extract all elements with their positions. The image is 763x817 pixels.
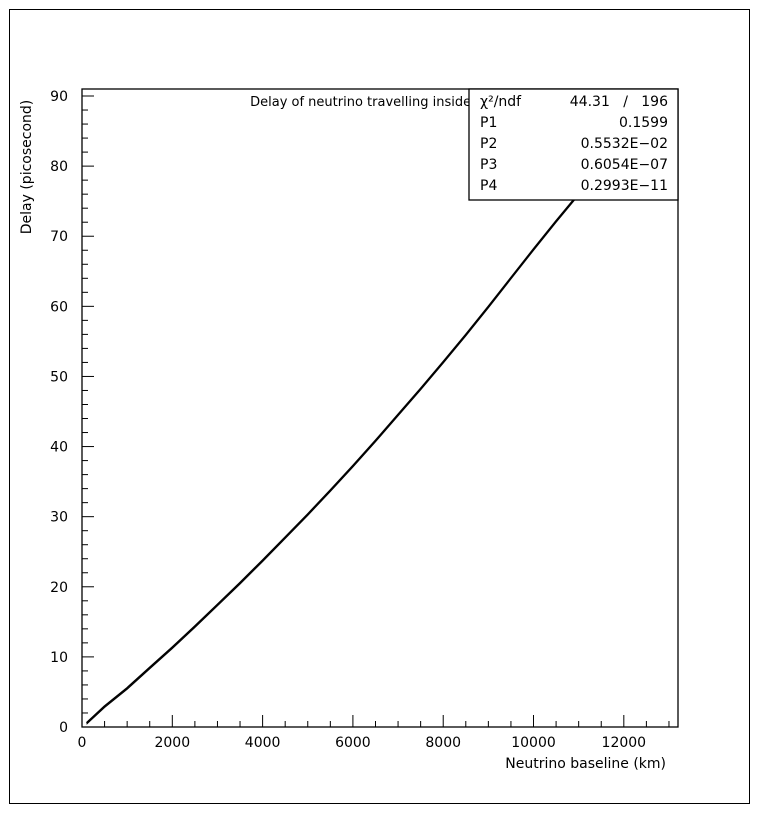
y-tick-label: 30	[50, 510, 68, 526]
x-tick-label: 0	[78, 735, 87, 751]
stats-label: P4	[480, 178, 497, 194]
stats-value: 0.5532E−02	[581, 136, 668, 152]
y-tick-label: 90	[50, 89, 68, 105]
stats-box-frame	[468, 88, 679, 201]
stats-label: P3	[480, 157, 497, 173]
canvas-frame	[9, 9, 750, 804]
x-tick-label: 12000	[602, 735, 647, 751]
chart-title: Delay of neutrino travelling inside eart…	[250, 95, 510, 110]
x-tick-label: 8000	[425, 735, 461, 751]
y-axis: 0 10 20 30 40 50 60 70 80 90	[50, 89, 94, 736]
y-tick-label: 20	[50, 580, 68, 596]
stats-value: 0.2993E−11	[581, 178, 668, 194]
x-tick-label: 10000	[511, 735, 556, 751]
stats-label: χ²/ndf	[480, 94, 522, 110]
y-tick-label: 70	[50, 229, 68, 245]
y-tick-label: 10	[50, 650, 68, 666]
x-tick-label: 2000	[154, 735, 190, 751]
data-curve	[85, 125, 647, 724]
y-tick-label: 80	[50, 159, 68, 175]
stats-value: 0.1599	[619, 115, 668, 131]
stats-value: 0.6054E−07	[581, 157, 668, 173]
stats-box: χ²/ndf 44.31 / 196 P1 0.1599 P2 0.5532E−02 P3 0…	[468, 88, 679, 201]
y-tick-label: 0	[59, 720, 68, 736]
stats-label: P2	[480, 136, 497, 152]
x-axis: 0 2000 4000 6000 8000 10000 12000	[78, 715, 670, 751]
series-group	[85, 125, 647, 725]
y-axis-label: Delay (picosecond)	[19, 100, 35, 235]
y-tick-label: 50	[50, 369, 68, 385]
fit-curve	[86, 127, 647, 725]
stats-value: 44.31 / 196	[570, 94, 668, 110]
plot-frame	[81, 88, 679, 728]
y-tick-label: 40	[50, 440, 68, 456]
stats-label: P1	[480, 115, 497, 131]
x-tick-label: 6000	[335, 735, 371, 751]
y-tick-label: 60	[50, 299, 68, 315]
x-axis-label: Neutrino baseline (km)	[505, 756, 666, 772]
x-tick-label: 4000	[245, 735, 281, 751]
